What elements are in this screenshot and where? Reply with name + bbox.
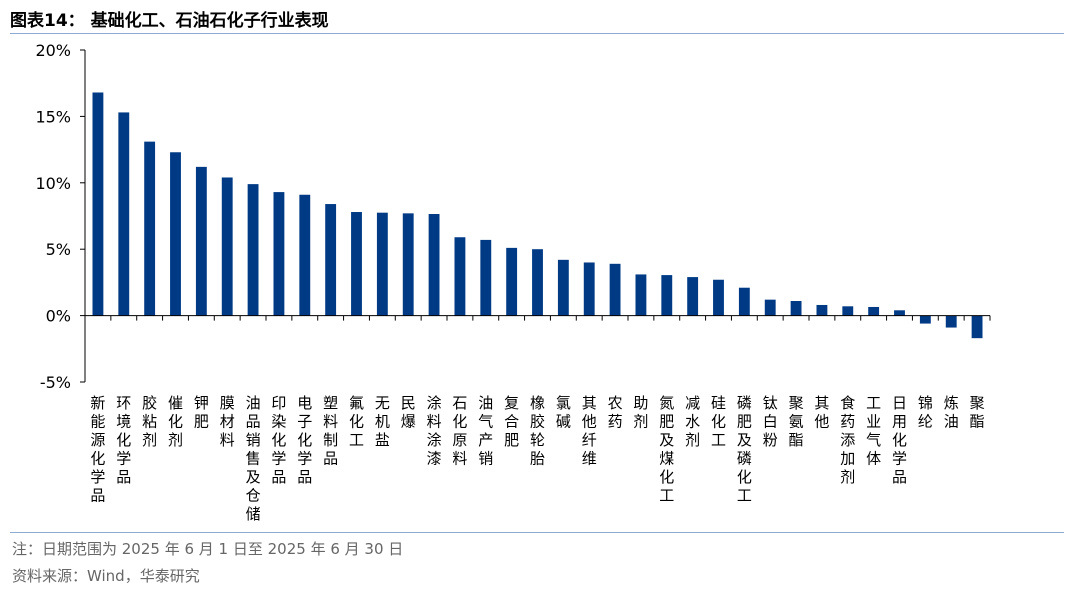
- bar-氮肥及煤化工: [661, 275, 673, 316]
- x-category-label: 钾肥: [194, 394, 209, 431]
- x-category-label: 石化原料: [452, 394, 467, 468]
- bar-民爆: [402, 213, 414, 316]
- bar-食药添加剂: [842, 306, 854, 316]
- y-tick-label: 10%: [35, 174, 71, 193]
- bar-石化原料: [454, 237, 466, 316]
- bar-减水剂: [687, 277, 699, 316]
- bar-炼油: [945, 315, 957, 328]
- x-category-label: 塑料制品: [323, 394, 338, 468]
- bar-电子化学品: [299, 194, 311, 316]
- bar-锦纶: [919, 315, 931, 324]
- x-category-label: 日用化学品: [892, 394, 907, 486]
- bar-日用化学品: [894, 310, 905, 316]
- date-range-note: 注：日期范围为 2025 年 6 月 1 日至 2025 年 6 月 30 日: [12, 540, 404, 558]
- bar-油气产销: [480, 239, 492, 316]
- bars: [92, 92, 983, 339]
- y-axis: -5% 0% 5% 10% 15% 20%: [35, 41, 86, 392]
- x-category-label: 膜材料: [220, 394, 235, 449]
- bar-涂料涂漆: [428, 214, 440, 316]
- y-tick-label: 5%: [46, 240, 71, 259]
- x-category-label: 无机盐: [375, 394, 390, 449]
- bar-氯碱: [557, 259, 569, 316]
- x-category-label: 炼油: [944, 394, 959, 431]
- bar-新能源化学品: [92, 92, 104, 316]
- x-axis: [84, 315, 991, 321]
- x-category-label: 涂料涂漆: [427, 394, 442, 468]
- x-category-label: 其他: [814, 394, 829, 431]
- chart-title: 图表14： 基础化工、石油石化子行业表现: [10, 11, 329, 31]
- bar-橡胶轮胎: [532, 249, 543, 316]
- source-note: 资料来源：Wind，华泰研究: [12, 567, 200, 585]
- bar-其他: [816, 304, 828, 316]
- x-category-label: 催化剂: [168, 394, 183, 449]
- bar-聚酯: [971, 315, 983, 339]
- bar-印染化学品: [273, 192, 285, 316]
- x-axis-labels: 新能源化学品环境化学品胶粘剂催化剂钾肥膜材料油品销售及仓储印染化学品电子化学品塑…: [90, 394, 984, 523]
- x-category-label: 钛白粉: [763, 394, 778, 449]
- x-category-label: 印染化学品: [271, 394, 286, 486]
- bottom-divider: [10, 532, 1064, 533]
- bar-聚氨酯: [790, 300, 802, 316]
- x-category-label: 环境化学品: [116, 394, 131, 486]
- x-category-label: 氯碱: [556, 394, 571, 431]
- x-category-label: 工业气体: [866, 394, 881, 468]
- x-category-label: 助剂: [633, 394, 648, 431]
- x-category-label: 氟化工: [349, 394, 364, 449]
- bar-助剂: [635, 274, 647, 316]
- x-category-label: 电子化学品: [297, 394, 312, 486]
- bar-环境化学品: [118, 112, 130, 316]
- bar-硅化工: [713, 279, 724, 316]
- bar-复合肥: [506, 247, 518, 316]
- bar-氟化工: [351, 212, 362, 316]
- bar-磷肥及磷化工: [738, 287, 750, 316]
- x-category-label: 油气产销: [478, 394, 493, 468]
- x-category-label: 硅化工: [711, 394, 726, 449]
- x-category-label: 胶粘剂: [142, 394, 157, 449]
- bar-工业气体: [868, 306, 880, 316]
- x-category-label: 锦纶: [918, 394, 933, 431]
- bar-膜材料: [221, 177, 233, 316]
- x-category-label: 磷肥及磷化工: [737, 394, 752, 505]
- bar-油品销售及仓储: [247, 184, 259, 316]
- x-category-label: 聚酯: [970, 394, 985, 431]
- bar-塑料制品: [325, 204, 337, 316]
- bar-chart: -5%0%5%10%15%20% 新能源化学品环境化学品胶粘剂催化剂钾肥膜材料油…: [35, 41, 991, 523]
- x-category-label: 油品销售及仓储: [246, 394, 261, 523]
- x-category-label: 新能源化学品: [90, 394, 105, 505]
- bar-无机盐: [376, 212, 388, 316]
- x-category-label: 食药添加剂: [840, 394, 855, 486]
- y-tick-label: -5%: [40, 373, 71, 392]
- x-category-label: 橡胶轮胎: [530, 394, 545, 468]
- bar-钛白粉: [764, 299, 776, 316]
- y-tick-label: 0%: [46, 307, 71, 326]
- bar-胶粘剂: [144, 141, 156, 316]
- x-category-label: 民爆: [401, 394, 416, 431]
- x-category-label: 复合肥: [504, 394, 519, 449]
- x-category-label: 氮肥及煤化工: [659, 394, 674, 505]
- x-category-label: 其他纤维: [582, 394, 597, 468]
- bar-催化剂: [170, 152, 181, 316]
- x-category-label: 农药: [608, 394, 623, 431]
- x-category-label: 聚氨酯: [789, 394, 804, 449]
- x-category-label: 减水剂: [685, 394, 700, 449]
- y-tick-label: 15%: [35, 107, 71, 126]
- bar-农药: [609, 263, 621, 316]
- y-tick-label: 20%: [35, 41, 71, 60]
- top-divider: [10, 33, 1064, 34]
- bar-钾肥: [195, 166, 207, 316]
- bar-其他纤维: [583, 262, 595, 316]
